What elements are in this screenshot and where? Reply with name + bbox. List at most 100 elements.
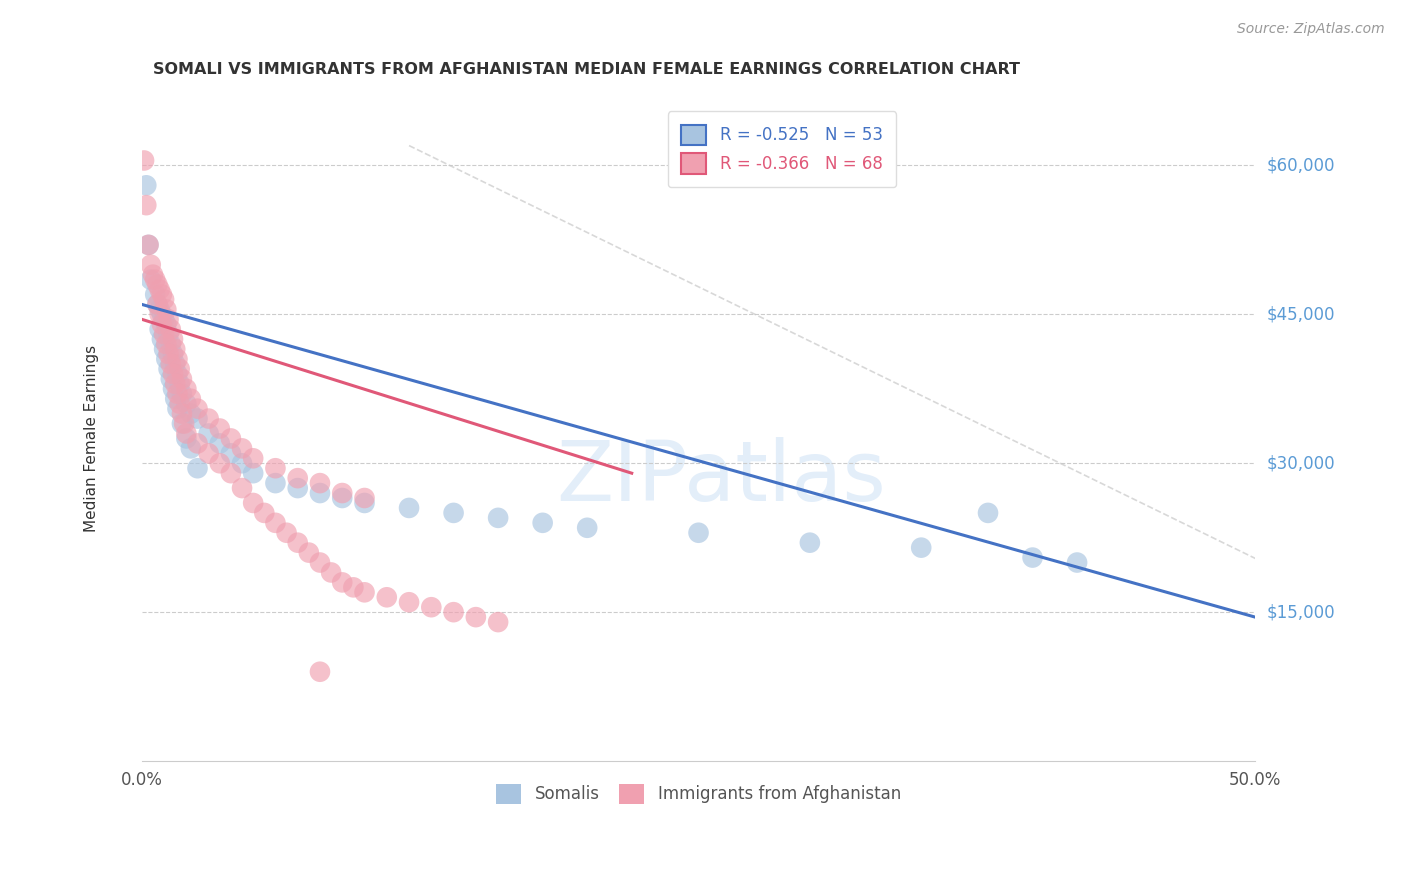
Point <box>264 516 287 530</box>
Point <box>486 615 509 629</box>
Point <box>162 332 184 346</box>
Point <box>155 351 177 366</box>
Point <box>180 442 202 456</box>
Point <box>330 486 353 500</box>
Point <box>155 302 177 317</box>
Point <box>149 307 172 321</box>
Point <box>276 525 298 540</box>
Point <box>486 511 509 525</box>
Point <box>420 600 443 615</box>
Point <box>398 500 420 515</box>
Point <box>353 491 375 505</box>
Point <box>143 272 166 286</box>
Point <box>138 238 160 252</box>
Point <box>309 556 332 570</box>
Point <box>219 466 242 480</box>
Point <box>146 297 169 311</box>
Text: Median Female Earnings: Median Female Earnings <box>84 345 100 532</box>
Point <box>173 417 195 431</box>
Point <box>135 178 157 193</box>
Point <box>170 372 193 386</box>
Text: $45,000: $45,000 <box>1267 305 1334 324</box>
Point <box>153 293 176 307</box>
Point <box>309 486 332 500</box>
Point <box>159 357 181 371</box>
Point <box>143 287 166 301</box>
Point <box>319 566 342 580</box>
Point <box>159 337 181 351</box>
Point <box>150 332 173 346</box>
Point <box>169 362 191 376</box>
Point <box>264 461 287 475</box>
Point <box>157 327 180 342</box>
Point <box>146 277 169 292</box>
Point <box>298 546 321 560</box>
Text: SOMALI VS IMMIGRANTS FROM AFGHANISTAN MEDIAN FEMALE EARNINGS CORRELATION CHART: SOMALI VS IMMIGRANTS FROM AFGHANISTAN ME… <box>153 62 1019 77</box>
Point <box>576 521 599 535</box>
Point <box>149 302 172 317</box>
Point <box>208 436 231 450</box>
Point <box>157 312 180 326</box>
Point <box>197 446 219 460</box>
Text: $30,000: $30,000 <box>1267 454 1336 472</box>
Point <box>170 417 193 431</box>
Point <box>150 287 173 301</box>
Point <box>135 198 157 212</box>
Point <box>688 525 710 540</box>
Point <box>231 481 253 495</box>
Point <box>166 351 188 366</box>
Text: $60,000: $60,000 <box>1267 156 1334 175</box>
Point <box>287 481 309 495</box>
Point <box>153 312 176 326</box>
Point <box>253 506 276 520</box>
Point <box>155 337 177 351</box>
Point <box>169 376 191 391</box>
Point <box>375 591 398 605</box>
Point <box>353 496 375 510</box>
Point <box>1066 556 1088 570</box>
Point <box>186 436 208 450</box>
Point <box>180 407 202 421</box>
Point <box>309 476 332 491</box>
Point <box>242 496 264 510</box>
Text: $15,000: $15,000 <box>1267 603 1336 621</box>
Point <box>165 357 187 371</box>
Point <box>531 516 554 530</box>
Point <box>162 382 184 396</box>
Text: ZIPatlas: ZIPatlas <box>555 437 886 517</box>
Point <box>219 446 242 460</box>
Point <box>159 372 181 386</box>
Point <box>1021 550 1043 565</box>
Point <box>186 411 208 425</box>
Point <box>242 451 264 466</box>
Point <box>157 362 180 376</box>
Point <box>176 432 198 446</box>
Point <box>149 283 172 297</box>
Legend: Somalis, Immigrants from Afghanistan: Somalis, Immigrants from Afghanistan <box>489 777 908 811</box>
Point <box>155 318 177 332</box>
Point <box>242 466 264 480</box>
Point <box>231 442 253 456</box>
Point <box>186 461 208 475</box>
Point <box>186 401 208 416</box>
Point <box>208 421 231 435</box>
Point <box>170 386 193 401</box>
Point <box>977 506 1000 520</box>
Point <box>208 456 231 470</box>
Point <box>219 432 242 446</box>
Point <box>464 610 486 624</box>
Point <box>309 665 332 679</box>
Text: Source: ZipAtlas.com: Source: ZipAtlas.com <box>1237 22 1385 37</box>
Point <box>197 426 219 441</box>
Point <box>153 342 176 356</box>
Point <box>287 535 309 549</box>
Point <box>264 476 287 491</box>
Point <box>353 585 375 599</box>
Point <box>176 426 198 441</box>
Point <box>150 318 173 332</box>
Point <box>287 471 309 485</box>
Point <box>166 386 188 401</box>
Point <box>197 411 219 425</box>
Point <box>910 541 932 555</box>
Point <box>342 580 364 594</box>
